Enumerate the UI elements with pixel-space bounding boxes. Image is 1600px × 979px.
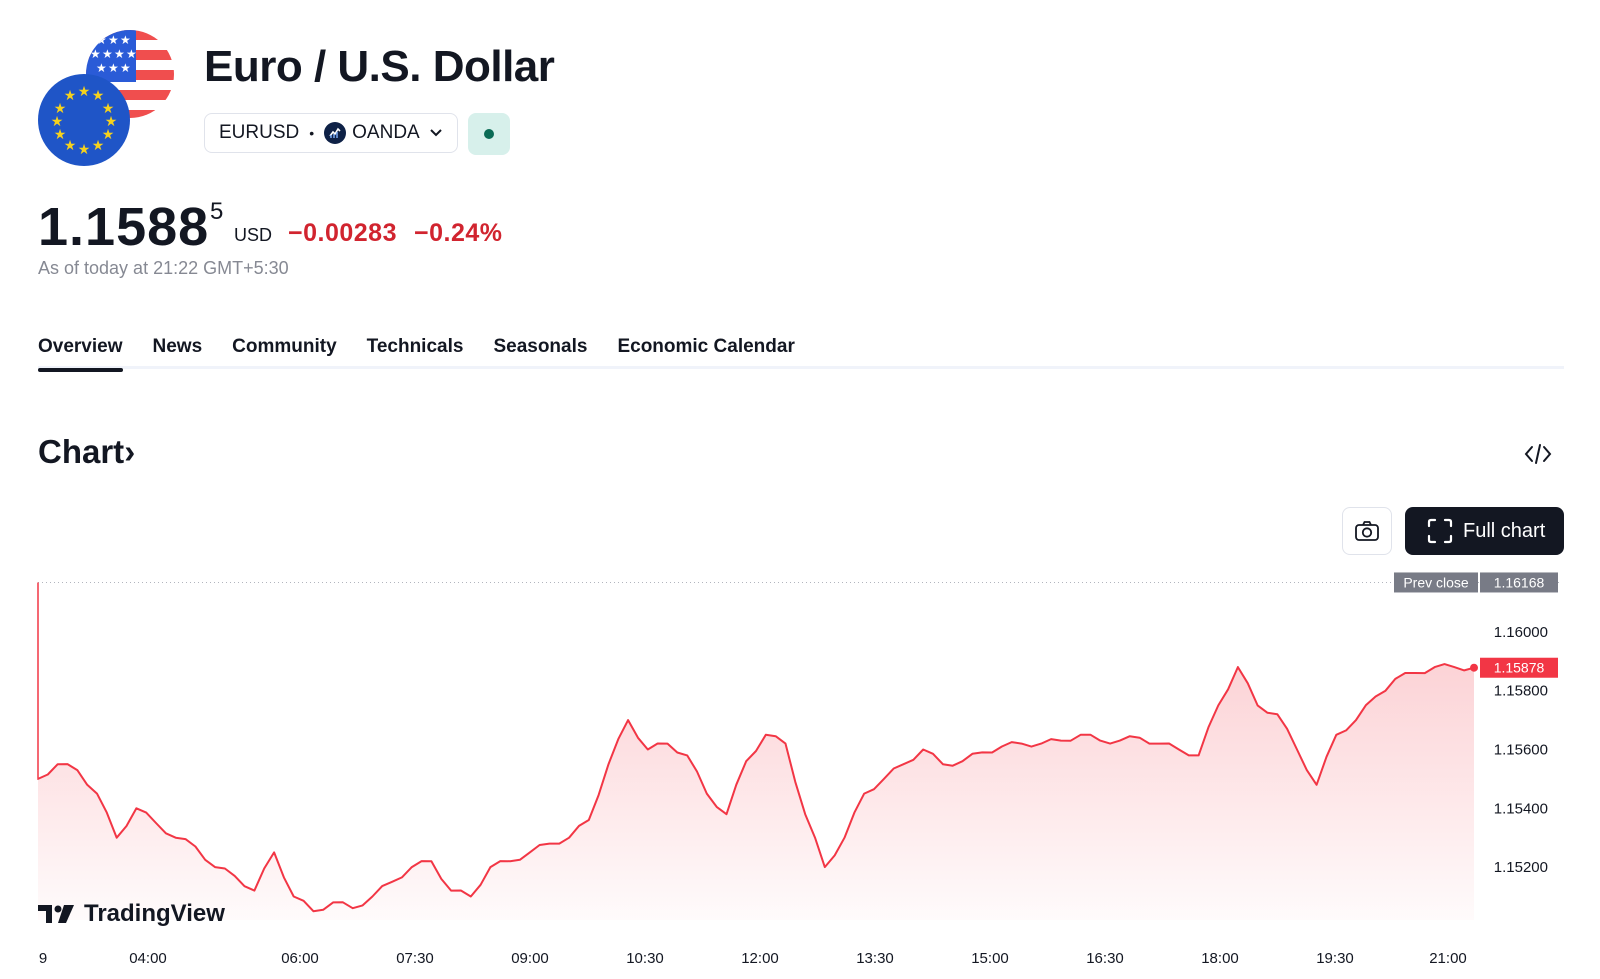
- page-title: Euro / U.S. Dollar: [204, 42, 555, 91]
- tab-technicals[interactable]: Technicals: [366, 336, 464, 357]
- x-axis-tick-label: 12:00: [741, 950, 779, 967]
- x-axis-tick-label: 09:00: [511, 950, 549, 967]
- x-axis-tick-label: 07:30: [396, 950, 434, 967]
- x-axis-tick-label: 10:30: [626, 950, 664, 967]
- svg-text:★: ★: [54, 127, 67, 143]
- x-axis-tick-label: 9: [39, 950, 47, 967]
- svg-text:★: ★: [92, 88, 105, 104]
- last-price-pipette: 5: [210, 198, 224, 225]
- price-chart[interactable]: 1.16000 1.15800 1.15600 1.15400 1.15200 Prev …: [0, 560, 1600, 979]
- price-change-absolute: −0.00283: [288, 219, 397, 247]
- currency-pair-flags-icon: ★ ★ ★ ★ ★ ★ ★ ★ ★ ★ ★ ★★ ★★★ ★★★ ★★★: [38, 30, 174, 166]
- watermark-label: TradingView: [84, 900, 225, 927]
- svg-text:★: ★: [120, 61, 131, 75]
- svg-text:★: ★: [102, 101, 115, 117]
- x-axis-tick-label: 13:30: [856, 950, 894, 967]
- svg-text:★: ★: [105, 114, 118, 130]
- x-axis-tick-label: 15:00: [971, 950, 1009, 967]
- snapshot-button[interactable]: [1342, 507, 1392, 555]
- svg-text:★: ★: [90, 47, 101, 61]
- market-open-dot-icon: [484, 129, 494, 139]
- y-axis-tick-label: 1.15600: [1494, 741, 1548, 758]
- tab-economic-calendar[interactable]: Economic Calendar: [617, 336, 795, 357]
- svg-text:★: ★: [114, 47, 125, 61]
- svg-text:★: ★: [126, 47, 137, 61]
- y-axis-tick-label: 1.15200: [1494, 859, 1548, 876]
- prev-close-tag: [1394, 572, 1478, 593]
- x-axis-tick-label: 18:00: [1201, 950, 1239, 967]
- prev-close-value: 1.16168: [1494, 574, 1545, 590]
- y-axis-tick-label: 1.15400: [1494, 800, 1548, 817]
- tab-bar: Overview News Community Technicals Seaso…: [38, 326, 825, 372]
- camera-icon: [1355, 521, 1379, 541]
- chevron-right-icon: ›: [124, 433, 136, 470]
- price-line: [37, 663, 1475, 913]
- last-price: 1.1588: [38, 197, 210, 257]
- tradingview-logo-icon: [38, 905, 74, 923]
- svg-text:★: ★: [64, 88, 77, 104]
- x-axis-tick-label: 21:00: [1429, 950, 1467, 967]
- broker-label: OANDA: [352, 122, 420, 143]
- full-chart-button[interactable]: Full chart: [1405, 507, 1564, 555]
- x-axis-tick-label: 19:30: [1316, 950, 1354, 967]
- svg-text:★: ★: [78, 84, 91, 100]
- svg-text:★: ★: [78, 142, 91, 158]
- separator-dot: •: [309, 125, 315, 141]
- svg-text:★: ★: [96, 61, 107, 75]
- svg-text:★: ★: [96, 33, 107, 47]
- svg-text:★: ★: [102, 127, 115, 143]
- tab-news[interactable]: News: [152, 336, 203, 357]
- tabs-divider: [38, 366, 1564, 369]
- chart-heading-label: Chart: [38, 433, 125, 470]
- full-chart-label: Full chart: [1463, 519, 1546, 542]
- svg-text:★: ★: [92, 138, 105, 154]
- tab-community[interactable]: Community: [232, 336, 337, 357]
- last-price-dot: [1470, 663, 1478, 672]
- svg-text:★: ★: [102, 47, 113, 61]
- svg-text:★: ★: [120, 33, 131, 47]
- last-price-tag: [1480, 657, 1558, 678]
- svg-text:★: ★: [51, 114, 64, 130]
- market-status-button[interactable]: [468, 113, 510, 155]
- svg-text:★: ★: [64, 138, 77, 154]
- x-axis-tick-label: 16:30: [1086, 950, 1124, 967]
- tab-overview[interactable]: Overview: [38, 326, 123, 372]
- svg-text:★: ★: [108, 33, 119, 47]
- prev-close-value-tag: [1480, 572, 1558, 593]
- svg-text:★: ★: [108, 61, 119, 75]
- quote-timestamp: As of today at 21:22 GMT+5:30: [38, 258, 289, 278]
- price-area-fill: [38, 664, 1474, 920]
- y-axis-tick-label: 1.16000: [1494, 624, 1548, 641]
- chevron-down-icon: [430, 129, 442, 137]
- symbol-exchange-selector[interactable]: EURUSD • OANDA: [204, 113, 458, 153]
- prev-close-label: Prev close: [1403, 574, 1469, 590]
- chart-section-heading[interactable]: Chart›: [38, 433, 135, 471]
- svg-text:★: ★: [54, 101, 67, 117]
- price-change-percent: −0.24%: [414, 219, 503, 247]
- symbol-label: EURUSD: [219, 122, 300, 143]
- tradingview-watermark: TradingView: [38, 900, 225, 928]
- x-axis-tick-label: 06:00: [281, 950, 319, 967]
- x-axis-tick-label: 04:00: [129, 950, 167, 967]
- y-axis-tick-label: 1.15800: [1494, 683, 1548, 700]
- last-price-value: 1.15878: [1494, 660, 1545, 676]
- fullscreen-icon: [1427, 518, 1453, 544]
- price-currency: USD: [234, 225, 273, 245]
- embed-code-icon[interactable]: [1524, 442, 1552, 466]
- tab-seasonals[interactable]: Seasonals: [493, 336, 588, 357]
- oanda-logo-icon: [324, 122, 347, 144]
